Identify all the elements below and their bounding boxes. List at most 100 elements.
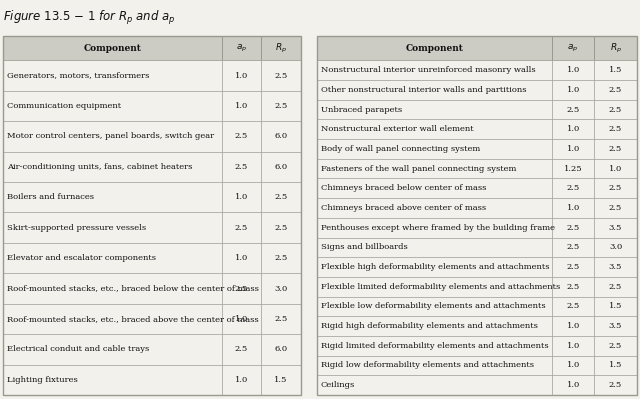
Bar bbox=[317, 178, 552, 198]
Bar bbox=[222, 91, 261, 121]
Bar bbox=[595, 257, 637, 277]
Text: 1.0: 1.0 bbox=[566, 86, 580, 94]
Text: Nonstructural interior unreinforced masonry walls: Nonstructural interior unreinforced maso… bbox=[321, 66, 536, 74]
Bar bbox=[261, 304, 301, 334]
Bar bbox=[552, 178, 595, 198]
Bar bbox=[317, 198, 552, 218]
Text: 2.5: 2.5 bbox=[275, 254, 287, 262]
Bar bbox=[222, 121, 261, 152]
Text: 2.5: 2.5 bbox=[235, 224, 248, 232]
Text: Rigid high deformability elements and attachments: Rigid high deformability elements and at… bbox=[321, 322, 538, 330]
Text: 1.0: 1.0 bbox=[235, 193, 248, 201]
Bar bbox=[261, 273, 301, 304]
Text: 1.0: 1.0 bbox=[235, 71, 248, 79]
Bar bbox=[317, 139, 552, 159]
Bar bbox=[222, 334, 261, 365]
Text: 2.5: 2.5 bbox=[235, 284, 248, 292]
Text: Rigid limited deformability elements and attachments: Rigid limited deformability elements and… bbox=[321, 342, 548, 350]
Bar bbox=[595, 316, 637, 336]
Text: 2.5: 2.5 bbox=[609, 283, 622, 291]
Text: Skirt-supported pressure vessels: Skirt-supported pressure vessels bbox=[7, 224, 146, 232]
Bar bbox=[595, 375, 637, 395]
Text: Nonstructural exterior wall element: Nonstructural exterior wall element bbox=[321, 125, 474, 133]
Bar bbox=[595, 60, 637, 80]
Text: Flexible low deformability elements and attachments: Flexible low deformability elements and … bbox=[321, 302, 545, 310]
Text: 6.0: 6.0 bbox=[275, 163, 287, 171]
Bar bbox=[552, 336, 595, 356]
Bar bbox=[261, 60, 301, 91]
Text: Lighting fixtures: Lighting fixtures bbox=[7, 376, 78, 384]
Text: Signs and billboards: Signs and billboards bbox=[321, 243, 408, 251]
Bar bbox=[261, 91, 301, 121]
Text: 6.0: 6.0 bbox=[275, 132, 287, 140]
Text: Flexible limited deformability elements and attachments: Flexible limited deformability elements … bbox=[321, 283, 560, 291]
Bar bbox=[261, 36, 301, 60]
Text: Boilers and furnaces: Boilers and furnaces bbox=[7, 193, 94, 201]
Bar bbox=[317, 159, 552, 178]
Text: 2.5: 2.5 bbox=[609, 381, 622, 389]
Text: Unbraced parapets: Unbraced parapets bbox=[321, 106, 402, 114]
Text: Air-conditioning units, fans, cabinet heaters: Air-conditioning units, fans, cabinet he… bbox=[7, 163, 193, 171]
Text: 2.5: 2.5 bbox=[566, 283, 580, 291]
Text: 2.5: 2.5 bbox=[566, 243, 580, 251]
Bar bbox=[552, 237, 595, 257]
Bar bbox=[317, 277, 552, 296]
Text: 6.0: 6.0 bbox=[275, 346, 287, 354]
Text: Other nonstructural interior walls and partitions: Other nonstructural interior walls and p… bbox=[321, 86, 527, 94]
Text: 2.5: 2.5 bbox=[609, 342, 622, 350]
Bar bbox=[552, 218, 595, 237]
Text: 1.0: 1.0 bbox=[235, 376, 248, 384]
Bar bbox=[222, 60, 261, 91]
Bar bbox=[3, 36, 222, 60]
Text: Component: Component bbox=[406, 43, 463, 53]
Bar bbox=[222, 36, 261, 60]
Bar bbox=[317, 296, 552, 316]
Bar bbox=[222, 243, 261, 273]
Bar bbox=[595, 356, 637, 375]
Text: $R_p$: $R_p$ bbox=[275, 41, 287, 55]
Bar bbox=[552, 119, 595, 139]
Bar bbox=[595, 36, 637, 60]
Bar bbox=[317, 100, 552, 119]
Text: 2.5: 2.5 bbox=[609, 184, 622, 192]
Text: 3.5: 3.5 bbox=[609, 224, 622, 232]
Bar bbox=[3, 243, 222, 273]
Text: Chimneys braced below center of mass: Chimneys braced below center of mass bbox=[321, 184, 486, 192]
Text: Motor control centers, panel boards, switch gear: Motor control centers, panel boards, swi… bbox=[7, 132, 214, 140]
Text: 1.0: 1.0 bbox=[566, 66, 580, 74]
Bar bbox=[3, 365, 222, 395]
Text: 3.5: 3.5 bbox=[609, 322, 622, 330]
Text: 1.0: 1.0 bbox=[566, 342, 580, 350]
Text: Body of wall panel connecting system: Body of wall panel connecting system bbox=[321, 145, 480, 153]
Text: 3.5: 3.5 bbox=[609, 263, 622, 271]
Text: Penthouses except where framed by the building frame: Penthouses except where framed by the bu… bbox=[321, 224, 555, 232]
Text: 1.25: 1.25 bbox=[564, 165, 582, 173]
Text: 1.5: 1.5 bbox=[609, 66, 622, 74]
Bar bbox=[222, 212, 261, 243]
Bar bbox=[261, 182, 301, 212]
Bar bbox=[552, 60, 595, 80]
Bar bbox=[261, 212, 301, 243]
Text: Flexible high deformability elements and attachments: Flexible high deformability elements and… bbox=[321, 263, 550, 271]
Bar bbox=[3, 304, 222, 334]
Text: 1.0: 1.0 bbox=[235, 254, 248, 262]
Text: Rigid low deformability elements and attachments: Rigid low deformability elements and att… bbox=[321, 361, 534, 369]
Bar bbox=[222, 304, 261, 334]
Bar bbox=[552, 296, 595, 316]
Text: 2.5: 2.5 bbox=[609, 204, 622, 212]
Bar bbox=[222, 365, 261, 395]
Bar bbox=[552, 139, 595, 159]
Text: 3.0: 3.0 bbox=[275, 284, 287, 292]
Bar bbox=[222, 152, 261, 182]
Bar bbox=[552, 316, 595, 336]
Text: Component: Component bbox=[84, 43, 141, 53]
Bar bbox=[261, 365, 301, 395]
Text: 1.0: 1.0 bbox=[235, 102, 248, 110]
Bar bbox=[595, 237, 637, 257]
Text: Communication equipment: Communication equipment bbox=[7, 102, 121, 110]
Bar bbox=[317, 356, 552, 375]
Text: 2.5: 2.5 bbox=[275, 193, 287, 201]
Bar bbox=[3, 60, 222, 91]
Text: 2.5: 2.5 bbox=[566, 106, 580, 114]
Text: 2.5: 2.5 bbox=[275, 71, 287, 79]
